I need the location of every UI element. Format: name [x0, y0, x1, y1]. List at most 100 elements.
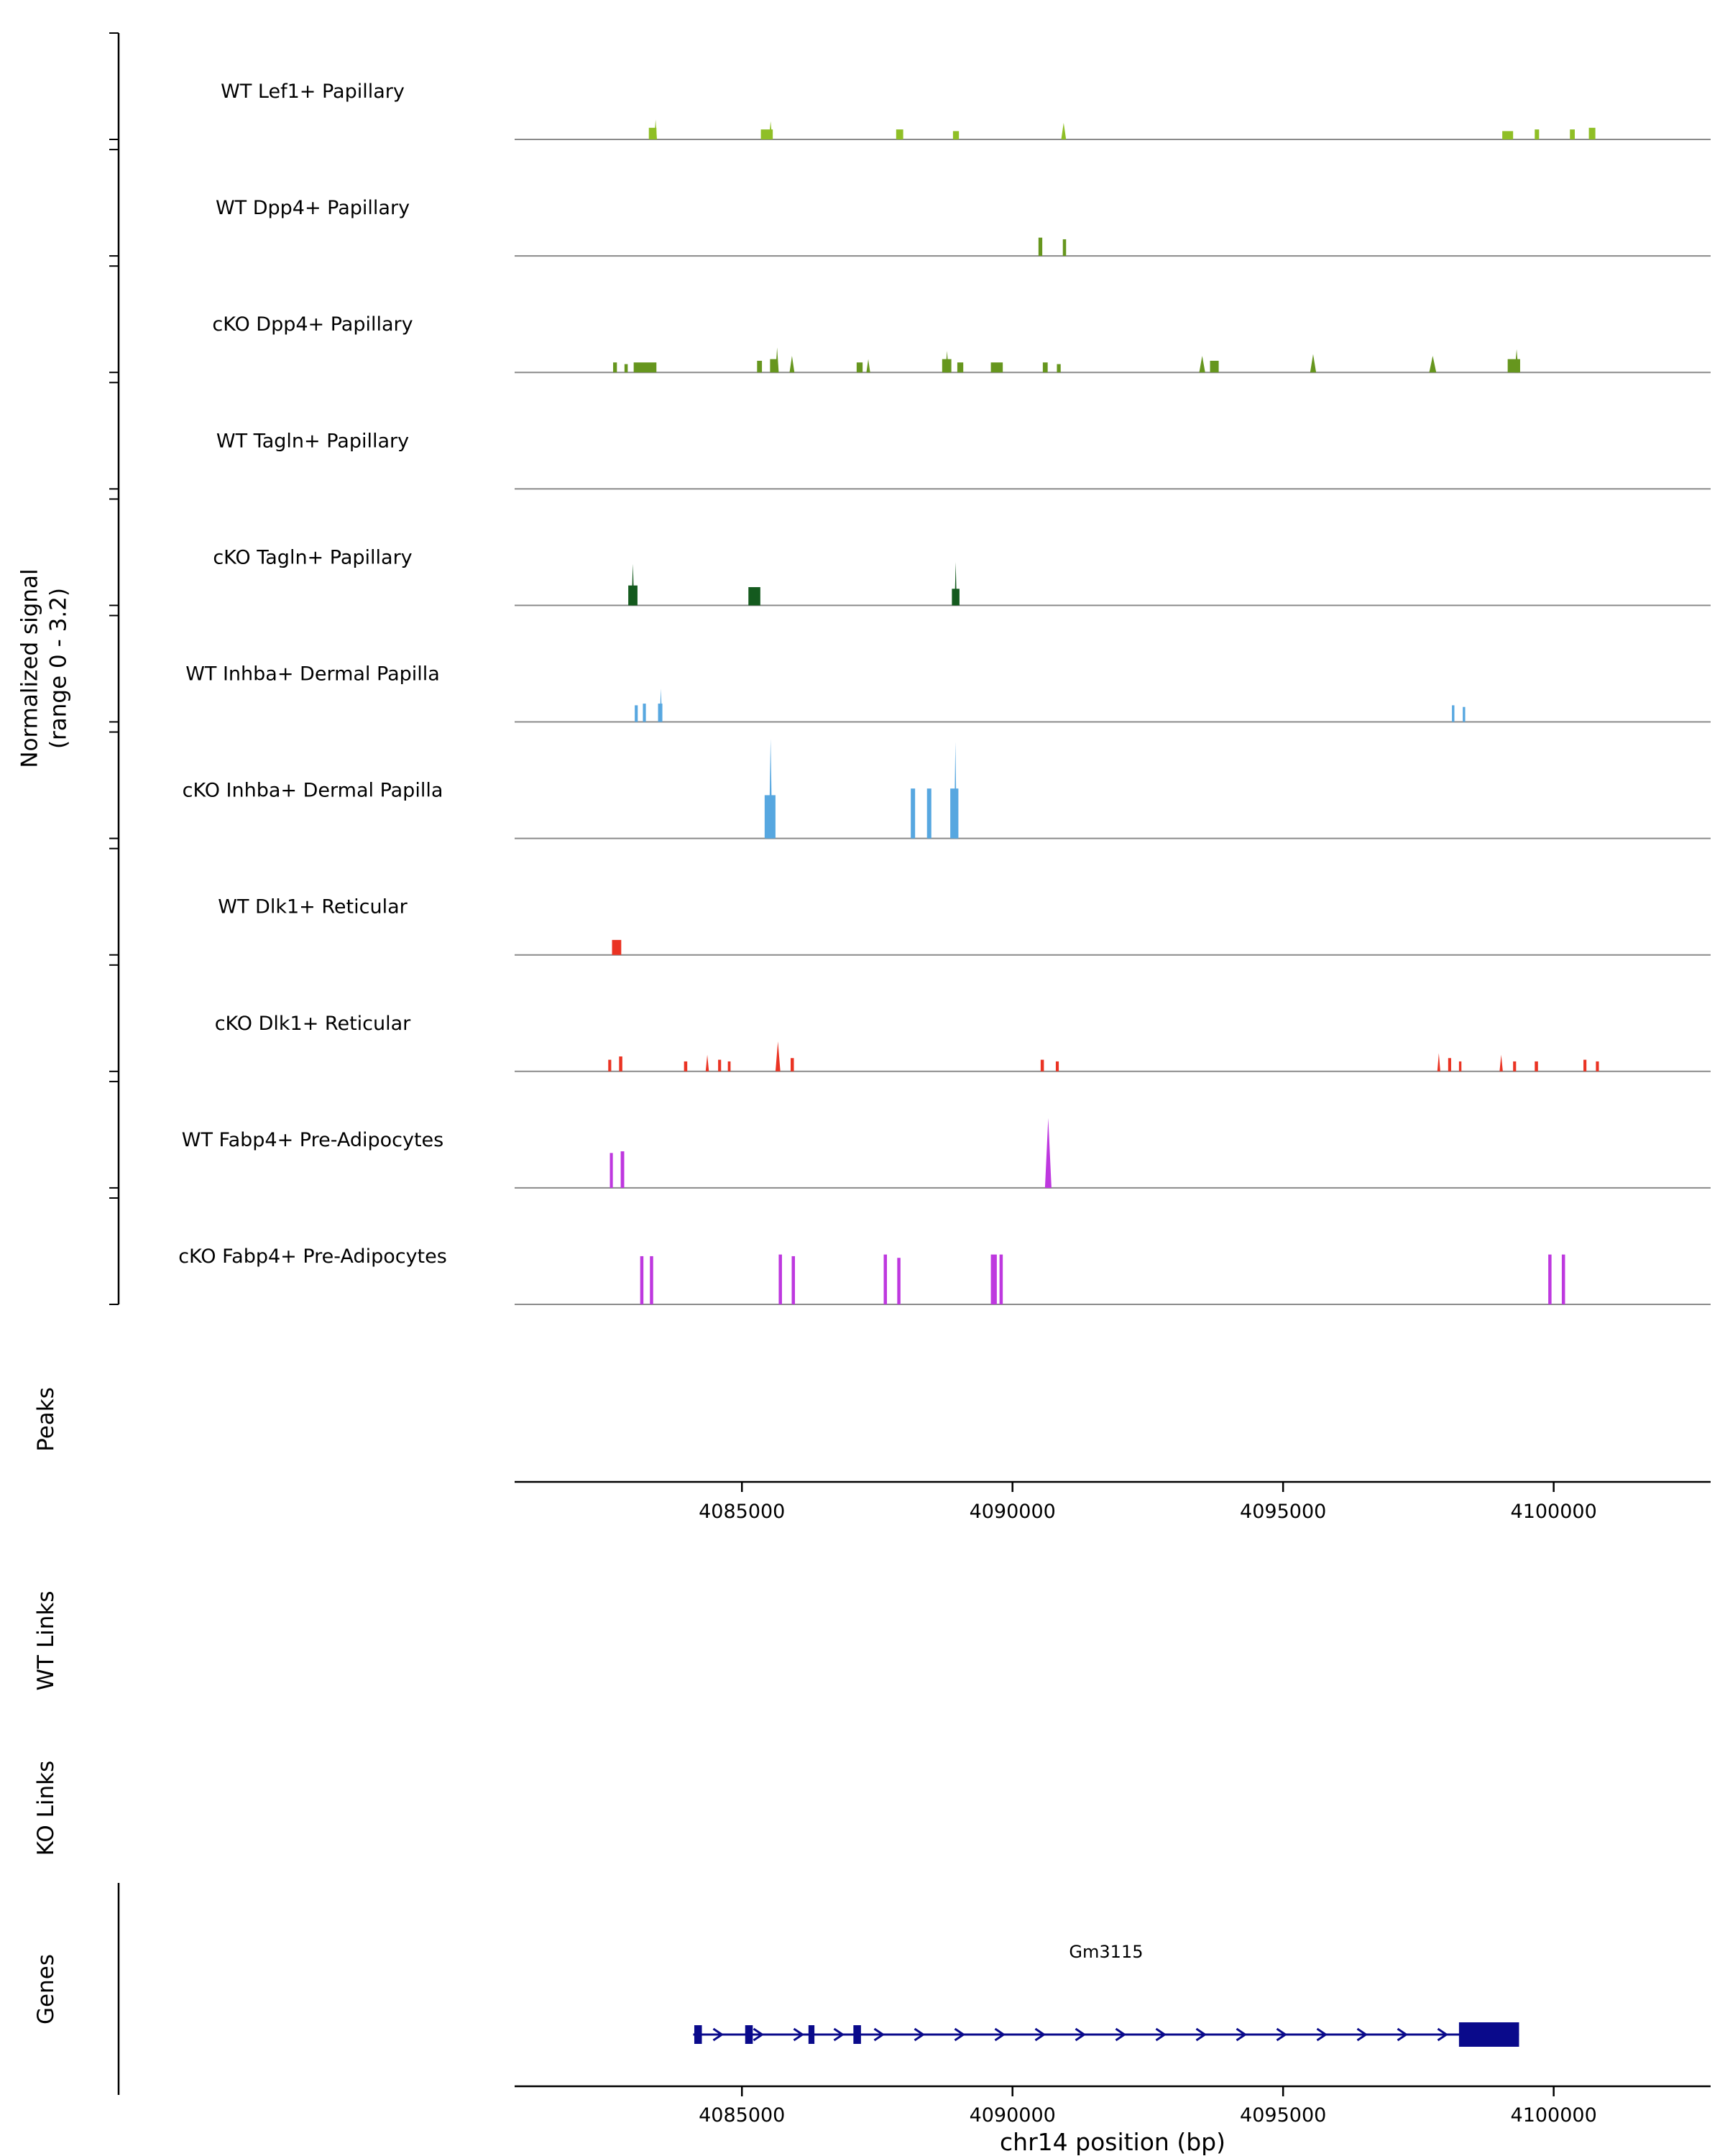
- track-label: WT Dpp4+ Papillary: [216, 197, 410, 219]
- signal-peak: [775, 347, 779, 373]
- signal-peak: [654, 119, 658, 139]
- signal-peak: [684, 1061, 688, 1072]
- signal-peak: [643, 704, 646, 722]
- signal-peak: [957, 362, 964, 373]
- track-label: WT Dlk1+ Reticular: [218, 896, 408, 918]
- signal-peak: [952, 131, 960, 139]
- signal-peak: [954, 562, 957, 606]
- signal-peak: [1040, 1059, 1044, 1072]
- genome-axis-tick-label: 4085000: [699, 2104, 785, 2127]
- signal-peak: [866, 359, 870, 373]
- signal-peak: [648, 127, 657, 139]
- track-label: WT Fabp4+ Pre-Adipocytes: [182, 1129, 444, 1151]
- signal-peak: [1042, 362, 1048, 373]
- gene-exon: [1458, 2022, 1519, 2047]
- signal-peak: [748, 586, 760, 606]
- signal-peak: [1310, 354, 1317, 373]
- x-axis-title: chr14 position (bp): [1000, 2128, 1225, 2156]
- signal-peak: [1429, 356, 1437, 373]
- signal-peak: [705, 1054, 709, 1072]
- signal-peak: [1513, 1061, 1517, 1072]
- signal-peak: [620, 1151, 625, 1188]
- signal-peak: [926, 788, 932, 839]
- signal-peak: [718, 1059, 722, 1072]
- gene-strand-arrow-icon: [873, 2027, 886, 2042]
- signal-peak: [768, 738, 773, 839]
- signal-peak: [1062, 239, 1067, 257]
- section-label-peaks: Peaks: [32, 1387, 59, 1452]
- section-label-ko-links: KO Links: [32, 1760, 59, 1856]
- signal-peak: [1044, 1118, 1052, 1188]
- signal-peak: [640, 1256, 644, 1304]
- signal-peak: [775, 1041, 781, 1072]
- gene-strand-arrow-icon: [994, 2027, 1006, 2042]
- track-label: cKO Tagln+ Papillary: [213, 546, 412, 568]
- peaks-axis-tick-label: 4095000: [1240, 1501, 1326, 1523]
- signal-peak: [896, 129, 903, 139]
- signal-peak: [768, 121, 773, 139]
- signal-peak: [1055, 1061, 1059, 1072]
- gene-strand-arrow-icon: [753, 2027, 765, 2042]
- signal-peak: [1452, 705, 1455, 722]
- track-label: cKO Dpp4+ Papillary: [212, 313, 413, 336]
- signal-peak: [1061, 122, 1067, 139]
- gene-strand-arrow-icon: [712, 2027, 724, 2042]
- signal-peak: [1437, 1053, 1440, 1072]
- section-label-genes: Genes: [32, 1954, 59, 2024]
- signal-peak: [757, 361, 763, 373]
- gene-exon: [694, 2025, 702, 2044]
- section-label-wt-links: WT Links: [32, 1590, 59, 1691]
- signal-peak: [1210, 361, 1219, 373]
- signal-peak: [612, 939, 622, 955]
- signal-peak: [613, 362, 617, 373]
- signal-peak: [954, 742, 957, 839]
- gene-strand-arrow-icon: [833, 2027, 845, 2042]
- signal-peak: [791, 1058, 794, 1072]
- track-label: cKO Dlk1+ Reticular: [215, 1013, 411, 1035]
- gene-strand-arrow-icon: [954, 2027, 966, 2042]
- signal-peak: [1199, 356, 1205, 373]
- signal-peak: [1570, 129, 1576, 139]
- peaks-axis-tick-label: 4090000: [970, 1501, 1056, 1523]
- signal-peak: [990, 362, 1003, 373]
- track-label: cKO Inhba+ Dermal Papilla: [183, 780, 443, 802]
- gene-strand-arrow-icon: [1437, 2027, 1449, 2042]
- track-label: WT Lef1+ Papillary: [221, 80, 405, 103]
- signal-peak: [1535, 1061, 1538, 1072]
- signal-peak: [1548, 1254, 1552, 1304]
- signal-peak: [1535, 129, 1540, 139]
- gene-exon: [808, 2025, 815, 2044]
- signal-peak: [911, 788, 916, 839]
- signal-peak: [1463, 706, 1466, 722]
- gene-strand-arrow-icon: [1397, 2027, 1409, 2042]
- y-axis-label: Normalized signal (range 0 - 3.2): [16, 568, 74, 768]
- gene-strand-arrow-icon: [1115, 2027, 1127, 2042]
- signal-peak: [778, 1254, 782, 1304]
- peaks-axis-tick-label: 4085000: [699, 1501, 785, 1523]
- signal-peak: [950, 788, 959, 839]
- signal-peak: [635, 705, 638, 722]
- gene-strand-arrow-icon: [1316, 2027, 1328, 2042]
- genome-axis-tick-label: 4095000: [1240, 2104, 1326, 2127]
- signal-peak: [1502, 131, 1514, 139]
- peaks-axis-tick-label: 4100000: [1511, 1501, 1597, 1523]
- signal-peak: [770, 359, 778, 373]
- signal-peak: [619, 1056, 622, 1072]
- y-axis-label-line2: (range 0 - 3.2): [46, 587, 72, 750]
- gene-exon: [745, 2025, 753, 2044]
- signal-peak: [789, 356, 795, 373]
- signal-peak: [897, 1258, 901, 1304]
- signal-peak: [610, 1153, 613, 1188]
- signal-peak: [1448, 1058, 1451, 1072]
- y-axis-label-line1: Normalized signal: [17, 568, 43, 768]
- signal-peak: [1561, 1254, 1565, 1304]
- signal-peak: [1038, 237, 1043, 257]
- gene-strand-arrow-icon: [1075, 2027, 1087, 2042]
- signal-peak: [631, 563, 635, 606]
- signal-peak: [659, 688, 663, 722]
- signal-peak: [1499, 1054, 1503, 1072]
- gene-strand-arrow-icon: [1276, 2027, 1288, 2042]
- gene-exon: [853, 2025, 861, 2044]
- signal-peak: [883, 1254, 888, 1304]
